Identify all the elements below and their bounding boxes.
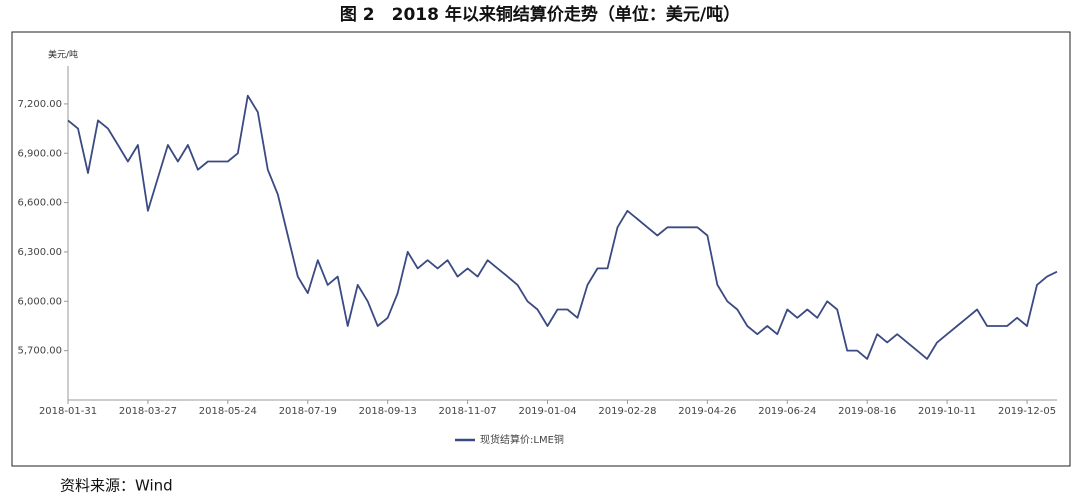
x-tick-label: 2018-11-07	[439, 406, 497, 417]
x-tick-label: 2018-07-19	[279, 406, 337, 417]
x-tick-label: 2018-09-13	[359, 406, 417, 417]
y-tick-label: 6,900.00	[17, 148, 62, 159]
x-tick-label: 2018-05-24	[199, 406, 257, 417]
chart-frame	[11, 31, 1071, 467]
y-tick-label: 7,200.00	[17, 99, 62, 110]
y-tick-label: 6,300.00	[17, 247, 62, 258]
y-tick-label: 6,600.00	[17, 198, 62, 209]
y-tick-label: 5,700.00	[17, 346, 62, 357]
x-tick-label: 2018-03-27	[119, 406, 177, 417]
y-tick-label: 6,000.00	[17, 296, 62, 307]
data-line	[67, 94, 1058, 360]
legend-label: 现货结算价:LME铜	[480, 433, 564, 446]
x-tick-label: 2019-02-28	[598, 406, 656, 417]
x-tick-label: 2019-10-11	[918, 406, 976, 417]
y-unit: 美元/吨	[48, 49, 78, 61]
source-note: 资料来源：Wind	[60, 477, 173, 495]
x-tick-label: 2019-12-05	[998, 406, 1056, 417]
x-tick-label: 2019-01-04	[518, 406, 576, 417]
x-tick-label: 2019-04-26	[678, 406, 736, 417]
x-tick-label: 2019-08-16	[838, 406, 896, 417]
chart-title: 图 2 2018 年以来铜结算价走势（单位：美元/吨）	[340, 4, 740, 25]
x-tick-label: 2019-06-24	[758, 406, 816, 417]
x-tick-label: 2018-01-31	[39, 406, 97, 417]
